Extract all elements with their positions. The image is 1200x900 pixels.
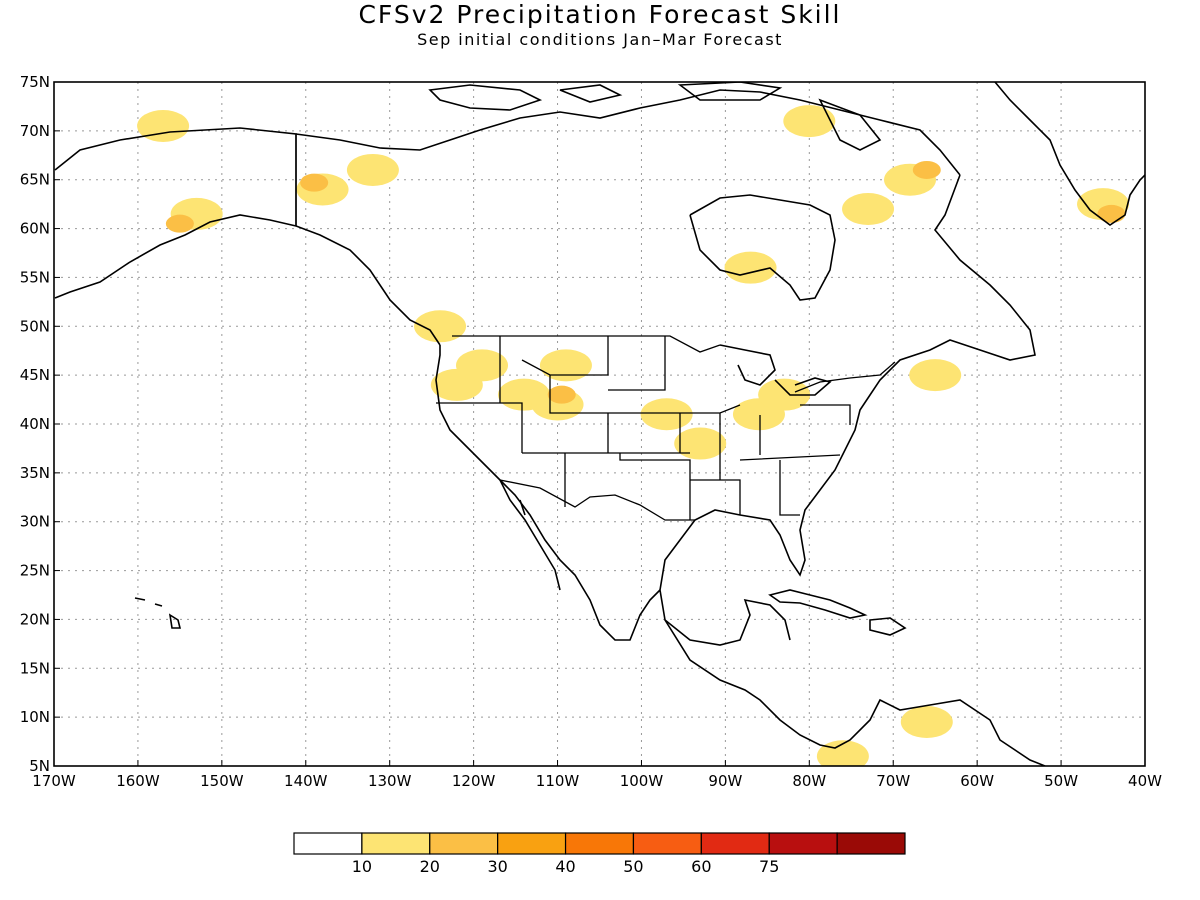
legend-label: 40: [555, 857, 575, 876]
legend-label: 20: [420, 857, 440, 876]
skill-region-baffin-core: [912, 160, 941, 179]
coast-greenland: [994, 82, 1145, 226]
lon-tick-label: 70W: [876, 772, 910, 790]
legend-label: 75: [759, 857, 779, 876]
lon-tick-label: 60W: [960, 772, 994, 790]
lat-tick-label: 45N: [20, 366, 50, 384]
lon-tick-label: 80W: [792, 772, 826, 790]
lat-tick-label: 75N: [20, 73, 50, 91]
legend-swatch: [836, 832, 906, 855]
lat-tick-label: 35N: [20, 464, 50, 482]
lat-tick-label: 15N: [20, 659, 50, 677]
arctic-islands: [428, 82, 882, 151]
skill-shading: [137, 105, 1130, 766]
lat-tick-label: 20N: [20, 610, 50, 628]
coast-central-america: [435, 345, 1046, 766]
map-title: CFSv2 Precipitation Forecast Skill: [358, 0, 842, 29]
legend-label: 30: [487, 857, 507, 876]
lat-tick-label: 60N: [20, 220, 50, 238]
skill-region-nw-territories: [346, 153, 399, 186]
great-lakes: [719, 344, 832, 396]
legend-swatch: [293, 832, 363, 855]
map-subtitle: Sep initial conditions Jan–Mar Forecast: [417, 30, 783, 49]
skill-region-hudson-bay-south: [724, 251, 777, 284]
skill-region-colombia: [816, 740, 869, 766]
skill-region-venezuela: [900, 706, 953, 739]
latitude-tick-labels: 75N 70N 65N 60N 55N 50N 45N 40N 35N 30N 25N 20N 15N 1…: [20, 73, 60, 775]
skill-region-nebraska-kansas: [640, 398, 693, 431]
skill-region-south-alaska: [165, 214, 194, 233]
lon-tick-label: 150W: [200, 772, 244, 790]
lon-tick-label: 120W: [452, 772, 496, 790]
coast-labrador-east: [659, 174, 1036, 646]
skill-region-wyoming-core: [547, 385, 576, 404]
coast-baja: [499, 479, 561, 591]
lat-tick-label: 5N: [29, 757, 50, 775]
coast-cuba: [768, 589, 868, 619]
legend-label: 10: [352, 857, 372, 876]
skill-region-vancouver-island: [414, 310, 467, 343]
lat-tick-label: 30N: [20, 513, 50, 531]
coastlines: [54, 82, 1145, 766]
coast-hawaii: [134, 597, 182, 629]
map-frame: [53, 81, 1146, 767]
lon-tick-label: 40W: [1128, 772, 1162, 790]
color-legend: 10 20 30 40 50 60 75: [293, 832, 906, 876]
skill-region-michigan: [758, 378, 811, 411]
lat-tick-label: 25N: [20, 562, 50, 580]
lon-tick-label: 100W: [620, 772, 664, 790]
legend-swatch: [768, 832, 838, 855]
border-us-mexico: [499, 479, 695, 521]
legend-swatch: [700, 832, 770, 855]
legend-swatch: [361, 832, 431, 855]
state-lines: [436, 336, 851, 520]
coast-hispaniola: [869, 617, 907, 636]
lat-tick-label: 10N: [20, 708, 50, 726]
coast-arctic-canada: [295, 89, 961, 176]
skill-region-yukon-core: [300, 173, 329, 192]
lat-tick-label: 50N: [20, 317, 50, 335]
lat-tick-label: 65N: [20, 171, 50, 189]
lon-tick-label: 160W: [116, 772, 160, 790]
border-us-canada: [452, 335, 896, 393]
legend-swatch: [429, 832, 499, 855]
lat-tick-label: 70N: [20, 122, 50, 140]
skill-region-quebec-east: [842, 193, 895, 226]
political-borders: [295, 134, 896, 521]
coast-alaska: [54, 127, 441, 346]
lon-tick-label: 140W: [284, 772, 328, 790]
legend-label: 50: [623, 857, 643, 876]
skill-region-baffin-north: [783, 105, 836, 138]
lon-tick-label: 130W: [368, 772, 412, 790]
lon-tick-label: 50W: [1044, 772, 1078, 790]
skill-region-montana: [539, 349, 592, 382]
legend-swatch: [497, 832, 567, 855]
legend-swatch: [632, 832, 702, 855]
lon-tick-label: 110W: [536, 772, 580, 790]
skill-region-greenland-core: [1097, 204, 1126, 223]
lon-tick-label: 170W: [32, 772, 76, 790]
skill-region-missouri-arkansas: [674, 427, 727, 460]
lat-tick-label: 55N: [20, 268, 50, 286]
legend-label: 60: [691, 857, 711, 876]
skill-region-idaho: [456, 349, 509, 382]
skill-region-northern-alaska-coast: [137, 109, 190, 142]
coast-hudson-bay: [689, 194, 836, 301]
gridlines: [54, 82, 1145, 766]
lat-tick-label: 40N: [20, 415, 50, 433]
skill-region-nova-scotia: [909, 359, 962, 392]
legend-swatch: [564, 832, 635, 855]
longitude-tick-labels: 170W 160W 150W 140W 130W 120W 110W 100W 90W 80W 70…: [32, 760, 1162, 790]
lon-tick-label: 90W: [708, 772, 742, 790]
